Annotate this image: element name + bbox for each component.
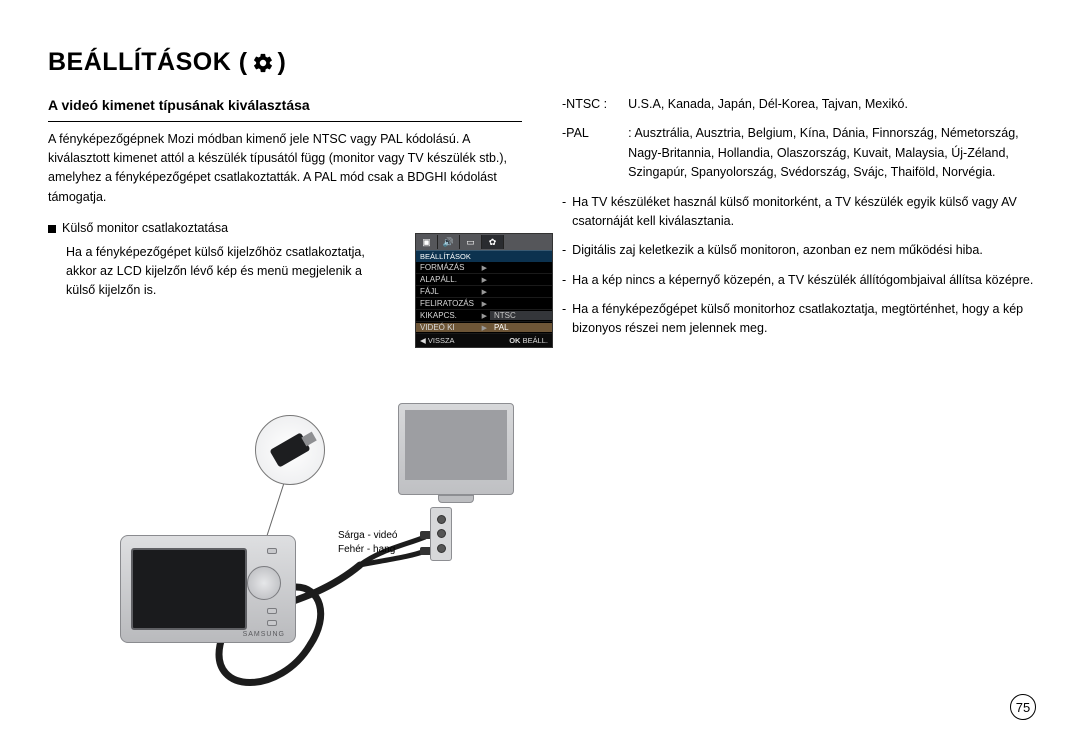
pal-label: PAL: [566, 126, 589, 140]
pal-row: - PAL : Ausztrália, Ausztria, Belgium, K…: [562, 124, 1036, 182]
lcd-tab-camera-icon: ▣: [416, 235, 438, 249]
lcd-row-label: FÁJL: [420, 287, 439, 296]
lcd-tab-display-icon: ▭: [460, 235, 482, 249]
av-input-box: [430, 507, 452, 561]
lcd-row-label: KIKAPCS.: [420, 311, 457, 320]
section-subheading: A videó kimenet típusának kiválasztása: [48, 95, 522, 122]
dash-icon: -: [562, 241, 566, 260]
camera-brand-label: SAMSUNG: [243, 631, 285, 638]
note-item: - Ha a fényképezőgépet külső monitorhoz …: [562, 300, 1036, 339]
note-text: Ha TV készüléket használ külső monitorké…: [572, 193, 1036, 232]
lcd-row-label: VIDEÓ KI: [420, 323, 455, 332]
pal-countries: Ausztrália, Ausztria, Belgium, Kína, Dán…: [628, 126, 1018, 179]
right-column: - NTSC : U.S.A, Kanada, Japán, Dél-Korea…: [562, 95, 1036, 349]
connection-illustration: SAMSUNG Sárga - videó Fehér - hang: [60, 395, 530, 695]
camera-lcd: [131, 548, 247, 630]
note-item: - Ha a kép nincs a képernyő közepén, a T…: [562, 271, 1036, 290]
intro-paragraph: A fényképezőgépnek Mozi módban kimenő je…: [48, 130, 522, 208]
note-item: - Ha TV készüléket használ külső monitor…: [562, 193, 1036, 232]
cable-yellow-label: Sárga - videó: [338, 529, 397, 543]
camera-dpad: [247, 566, 281, 600]
gear-icon: [252, 52, 274, 74]
chevron-right-icon: ▶: [482, 264, 487, 272]
lcd-menu-screenshot: ▣ 🔊 ▭ ✿ BEÁLLÍTÁSOK FORMÁZÁS▶ ALAPÁLL.▶ …: [415, 233, 553, 348]
chevron-right-icon: ▶: [482, 324, 487, 332]
note-text: Digitális zaj keletkezik a külső monitor…: [572, 241, 983, 260]
dash-icon: -: [562, 193, 566, 232]
lcd-tab-sound-icon: 🔊: [438, 235, 460, 249]
external-monitor-paragraph: Ha a fényképezőgépet külső kijelzőhöz cs…: [48, 243, 388, 301]
ntsc-row: - NTSC : U.S.A, Kanada, Japán, Dél-Korea…: [562, 95, 1036, 114]
title-close: ): [278, 48, 287, 77]
lcd-row-value: NTSC: [490, 311, 552, 320]
usb-plug-icon: [269, 432, 310, 467]
note-text: Ha a fényképezőgépet külső monitorhoz cs…: [572, 300, 1036, 339]
page-number-value: 75: [1016, 700, 1030, 715]
monitor-screen: [405, 410, 507, 480]
ntsc-label: NTSC: [566, 97, 600, 111]
lcd-row-label: FORMÁZÁS: [420, 263, 464, 272]
chevron-right-icon: ▶: [482, 300, 487, 308]
av-jack-icon: [437, 529, 446, 538]
lcd-row-value: PAL: [490, 323, 552, 332]
lcd-row-label: ALAPÁLL.: [420, 275, 457, 284]
av-jack-icon: [437, 544, 446, 553]
av-jack-icon: [437, 515, 446, 524]
note-item: - Digitális zaj keletkezik a külső monit…: [562, 241, 1036, 260]
bullet-square-icon: [48, 225, 56, 233]
lcd-category-label: BEÁLLÍTÁSOK: [416, 250, 552, 262]
dash-icon: -: [562, 271, 566, 290]
lcd-footer-set: BEÁLL.: [523, 336, 548, 345]
chevron-right-icon: ▶: [482, 288, 487, 296]
lcd-footer-ok: OK: [509, 336, 520, 345]
external-monitor-illustration: [398, 403, 514, 495]
cable-color-labels: Sárga - videó Fehér - hang: [338, 529, 397, 557]
monitor-stand: [438, 495, 474, 503]
ntsc-countries: U.S.A, Kanada, Japán, Dél-Korea, Tajvan,…: [628, 95, 908, 114]
lcd-tab-settings-icon: ✿: [482, 235, 504, 249]
chevron-right-icon: ▶: [482, 276, 487, 284]
lcd-footer: ◀ VISSZA OK BEÁLL.: [416, 334, 552, 347]
plug-detail-callout: [255, 415, 325, 485]
lcd-row-label: FELIRATOZÁS: [420, 299, 474, 308]
camera-back-illustration: SAMSUNG: [120, 535, 296, 643]
external-monitor-label: Külső monitor csatlakoztatása: [62, 219, 228, 238]
camera-button: [267, 620, 277, 626]
title-text: BEÁLLÍTÁSOK (: [48, 48, 248, 77]
camera-button: [267, 608, 277, 614]
lcd-tab-bar: ▣ 🔊 ▭ ✿: [416, 234, 552, 250]
lcd-footer-back: VISSZA: [428, 336, 455, 345]
camera-button: [267, 548, 277, 554]
back-arrow-icon: ◀: [420, 336, 426, 345]
cable-white-label: Fehér - hang: [338, 543, 397, 557]
page-title: BEÁLLÍTÁSOK ( ): [48, 48, 1036, 77]
note-text: Ha a kép nincs a képernyő közepén, a TV …: [572, 271, 1033, 290]
dash-icon: -: [562, 300, 566, 339]
chevron-right-icon: ▶: [482, 312, 487, 320]
page-number: 75: [1010, 694, 1036, 720]
